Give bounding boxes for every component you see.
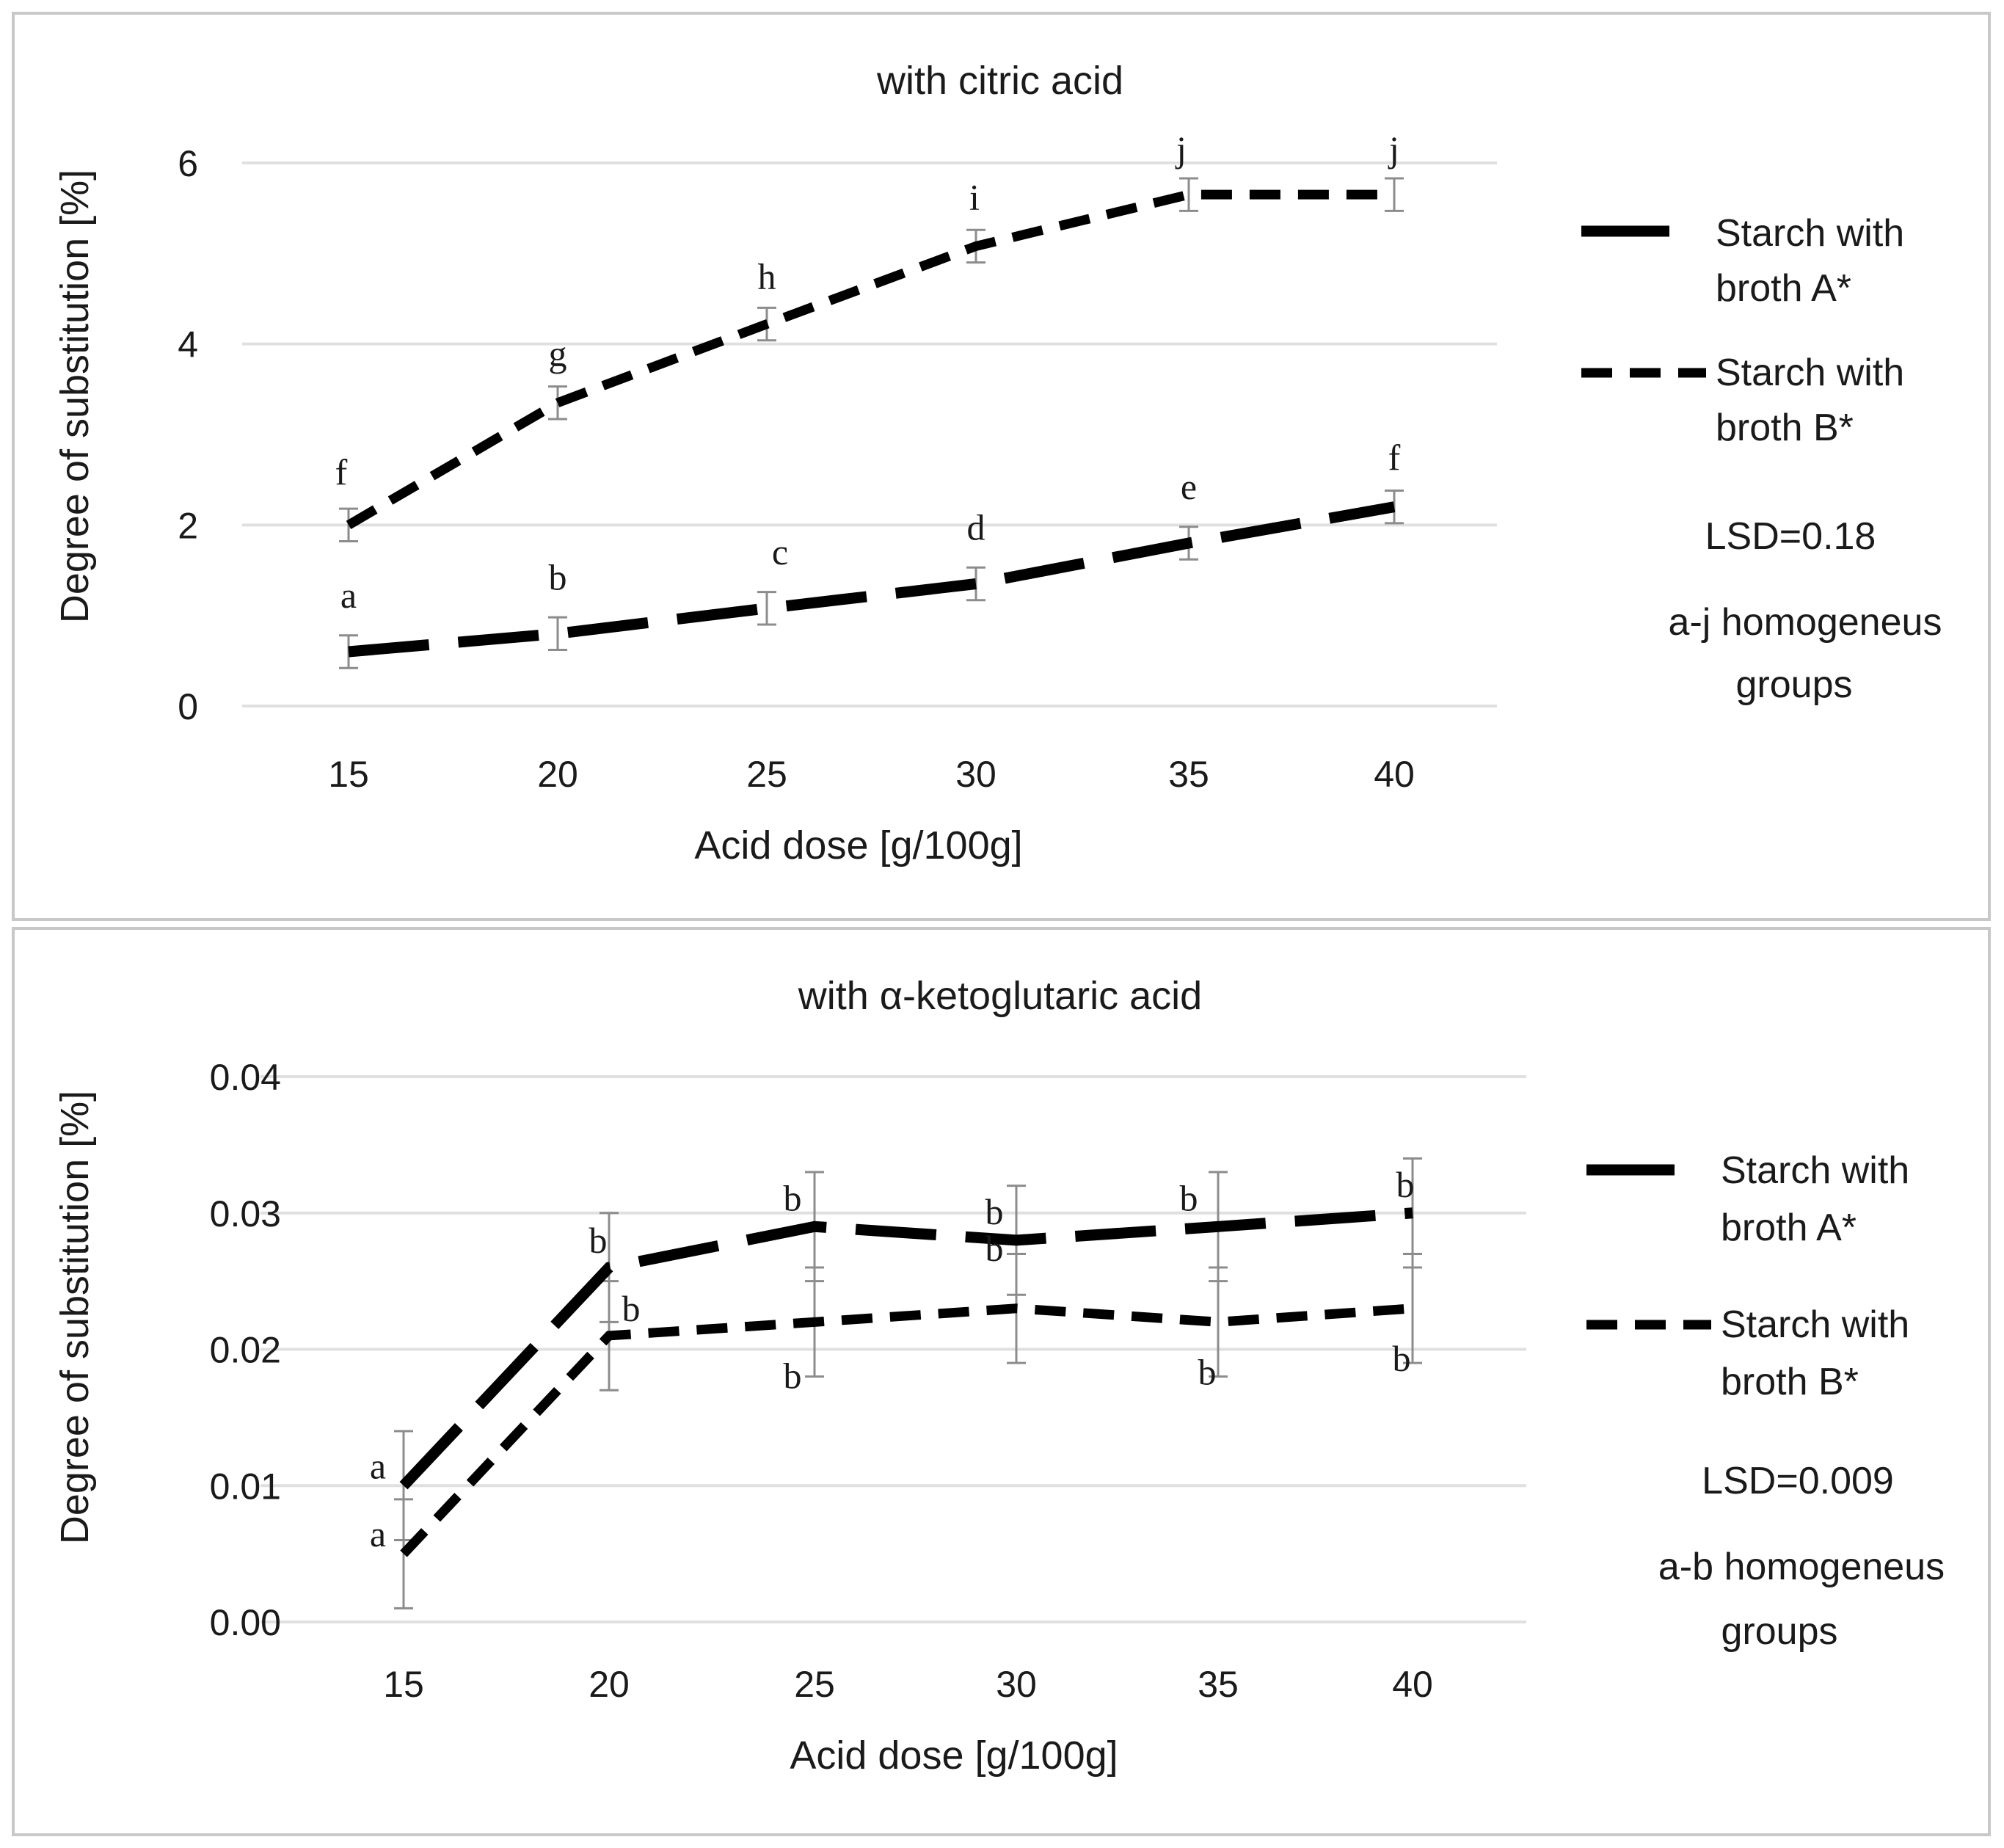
- y-tick-label: 0.03: [210, 1193, 281, 1234]
- legend: Starch with broth A* Starch with broth B…: [1586, 1149, 1945, 1653]
- group-label: f: [335, 451, 348, 492]
- panel-frame: [12, 12, 1991, 921]
- legend: Starch with broth A* Starch with broth B…: [1581, 212, 1942, 706]
- x-tick-label: 25: [746, 754, 787, 795]
- group-label: b: [985, 1191, 1004, 1232]
- x-tick-label: 35: [1198, 1664, 1239, 1705]
- group-label: e: [1181, 466, 1197, 507]
- y-tick-label: 0: [178, 686, 198, 727]
- groups-note-line1: a-j homogeneus: [1669, 601, 1942, 644]
- y-ticks: 0 2 4 6: [178, 143, 198, 727]
- group-label: b: [1393, 1338, 1411, 1379]
- group-label: h: [758, 256, 776, 297]
- group-label: b: [622, 1288, 641, 1329]
- group-label: a: [340, 575, 357, 616]
- groups-note-line1: a-b homogeneus: [1658, 1546, 1945, 1588]
- error-bars: [339, 177, 1404, 669]
- x-tick-label: 15: [328, 754, 369, 795]
- x-tick-label: 25: [794, 1664, 835, 1705]
- x-tick-label: 20: [537, 754, 578, 795]
- legend-label-broth-b-line1: Starch with: [1721, 1303, 1909, 1346]
- legend-label-broth-b-line2: broth B*: [1716, 407, 1854, 449]
- groups-note-line2: groups: [1736, 663, 1853, 706]
- x-tick-label: 30: [955, 754, 996, 795]
- series-line-broth-b: [346, 189, 1394, 529]
- x-tick-label: 20: [589, 1664, 630, 1705]
- legend-label-broth-a-line1: Starch with: [1716, 212, 1904, 255]
- group-label: g: [549, 333, 567, 374]
- group-label: i: [969, 176, 980, 217]
- legend-label-broth-a-line2: broth A*: [1716, 267, 1851, 310]
- group-label: d: [967, 507, 985, 548]
- chart-title: with α-ketoglutaric acid: [798, 974, 1202, 1018]
- x-tick-label: 40: [1374, 754, 1415, 795]
- legend-label-broth-a-line1: Starch with: [1721, 1149, 1909, 1192]
- group-labels: a b c d e f f g h i j j: [335, 128, 1401, 616]
- series-lines: [399, 1207, 1413, 1557]
- group-label: b: [1396, 1164, 1415, 1205]
- x-tick-label: 35: [1168, 754, 1209, 795]
- group-label: j: [1175, 128, 1187, 170]
- group-label: a: [370, 1513, 386, 1554]
- group-label: b: [1198, 1351, 1217, 1392]
- series-line-broth-b: [400, 1303, 1413, 1557]
- gridlines: [242, 161, 1497, 707]
- x-tick-label: 30: [996, 1664, 1037, 1705]
- lsd-note: LSD=0.18: [1705, 515, 1876, 558]
- y-tick-label: 4: [178, 324, 198, 365]
- series-lines: [346, 189, 1396, 658]
- y-ticks: 0.00 0.01 0.02 0.03 0.04: [210, 1057, 281, 1643]
- group-label: a: [370, 1445, 386, 1486]
- groups-note-line2: groups: [1721, 1610, 1838, 1653]
- x-axis-label: Acid dose [g/100g]: [694, 823, 1022, 867]
- legend-label-broth-b-line1: Starch with: [1716, 352, 1904, 394]
- legend-label-broth-b-line2: broth B*: [1721, 1361, 1859, 1403]
- group-label: f: [1388, 437, 1401, 479]
- group-label: b: [784, 1177, 802, 1218]
- group-label: b: [589, 1220, 608, 1261]
- chart-title: with citric acid: [876, 59, 1123, 103]
- panel-frame: [12, 927, 1991, 1836]
- group-label: b: [1180, 1177, 1198, 1218]
- group-label: c: [772, 531, 788, 572]
- y-tick-label: 2: [178, 505, 198, 546]
- group-label: b: [549, 556, 567, 597]
- x-ticks: 15 20 25 30 35 40: [328, 754, 1415, 795]
- group-label: b: [784, 1355, 802, 1396]
- x-axis-label: Acid dose [g/100g]: [790, 1734, 1118, 1778]
- y-tick-label: 0.04: [210, 1057, 281, 1098]
- citric-acid-panel: with citric acid Degree of substitution …: [12, 12, 1991, 921]
- y-axis-label: Degree of substitution [%]: [53, 170, 97, 623]
- series-line-broth-a: [348, 501, 1396, 658]
- group-label: b: [985, 1228, 1004, 1269]
- lsd-note: LSD=0.009: [1702, 1460, 1894, 1502]
- ketoglutaric-acid-panel: with α-ketoglutaric acid Degree of subst…: [12, 927, 1991, 1836]
- gridlines: [260, 1075, 1526, 1623]
- legend-label-broth-a-line2: broth A*: [1721, 1207, 1857, 1249]
- x-tick-label: 15: [383, 1664, 424, 1705]
- y-axis-label: Degree of substitution [%]: [53, 1091, 97, 1544]
- y-tick-label: 0.01: [210, 1466, 281, 1507]
- y-tick-label: 6: [178, 143, 198, 184]
- x-ticks: 15 20 25 30 35 40: [383, 1664, 1433, 1705]
- y-tick-label: 0.00: [210, 1602, 281, 1643]
- error-bars: [394, 1157, 1422, 1609]
- group-label: j: [1388, 128, 1399, 170]
- y-tick-label: 0.02: [210, 1330, 281, 1371]
- x-tick-label: 40: [1392, 1664, 1433, 1705]
- series-line-broth-a: [399, 1207, 1413, 1490]
